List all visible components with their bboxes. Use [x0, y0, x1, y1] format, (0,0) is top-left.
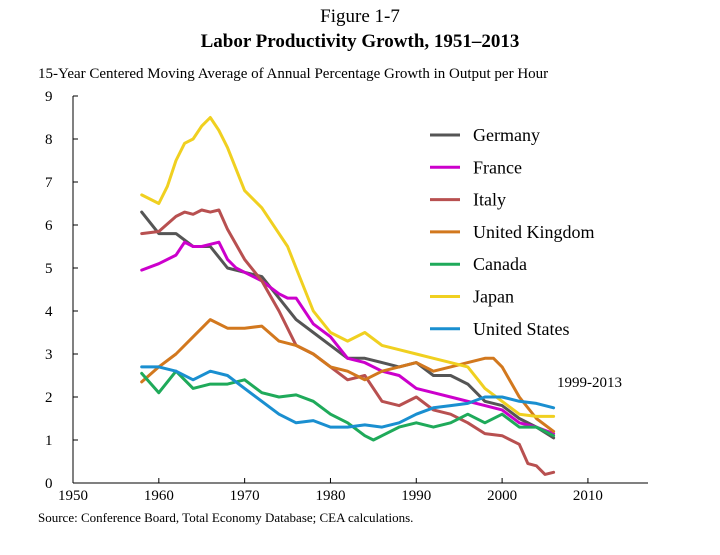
x-tick-label: 1990: [401, 488, 431, 504]
x-tick-label: 1960: [144, 488, 174, 504]
legend-label-germany: Germany: [473, 125, 540, 145]
legend-label-italy: Italy: [473, 190, 506, 210]
y-tick-label: 3: [45, 347, 53, 363]
figure-number: Figure 1-7: [320, 6, 400, 27]
y-tick-label: 7: [45, 175, 53, 191]
series-line-italy: [140, 208, 556, 476]
source-note: Source: Conference Board, Total Economy …: [38, 510, 414, 525]
chart-axes: 0 1 2 3 4 5 6 7 8 9 1950 1960 1970 1980 1990 2000 2010: [45, 89, 648, 504]
x-tick-label: 2010: [573, 488, 603, 504]
y-tick-label: 5: [45, 261, 53, 277]
y-tick-label: 0: [45, 476, 53, 492]
y-tick-label: 8: [45, 132, 53, 148]
chart-legend: Germany France Italy United Kingdom Canada Ja…: [430, 125, 595, 339]
series-line-canada: [140, 369, 556, 442]
y-tick-label: 2: [45, 390, 53, 406]
x-tick-label: 1950: [58, 488, 88, 504]
legend-label-japan: Japan: [473, 287, 514, 307]
series-line-united-states: [140, 365, 556, 429]
series-line-united-kingdom: [140, 318, 556, 433]
legend-label-united-kingdom: United Kingdom: [473, 222, 595, 242]
x-tick-label: 1970: [230, 488, 260, 504]
x-tick-label: 1980: [315, 488, 345, 504]
y-tick-label: 9: [45, 89, 53, 105]
annotation-period-label: 1999-2013: [557, 375, 622, 391]
legend-label-france: France: [473, 157, 522, 177]
chart-series: [140, 116, 556, 476]
chart-title: Labor Productivity Growth, 1951–2013: [200, 31, 520, 52]
y-tick-label: 6: [45, 218, 53, 234]
y-tick-label: 1: [45, 433, 53, 449]
series-line-japan: [140, 116, 556, 418]
x-tick-label: 2000: [487, 488, 517, 504]
y-tick-label: 4: [45, 304, 53, 320]
legend-label-united-states: United States: [473, 319, 570, 339]
chart-annotations: 1999-2013: [557, 375, 622, 391]
legend-label-canada: Canada: [473, 254, 527, 274]
chart-subtitle: 15-Year Centered Moving Average of Annua…: [38, 66, 549, 82]
